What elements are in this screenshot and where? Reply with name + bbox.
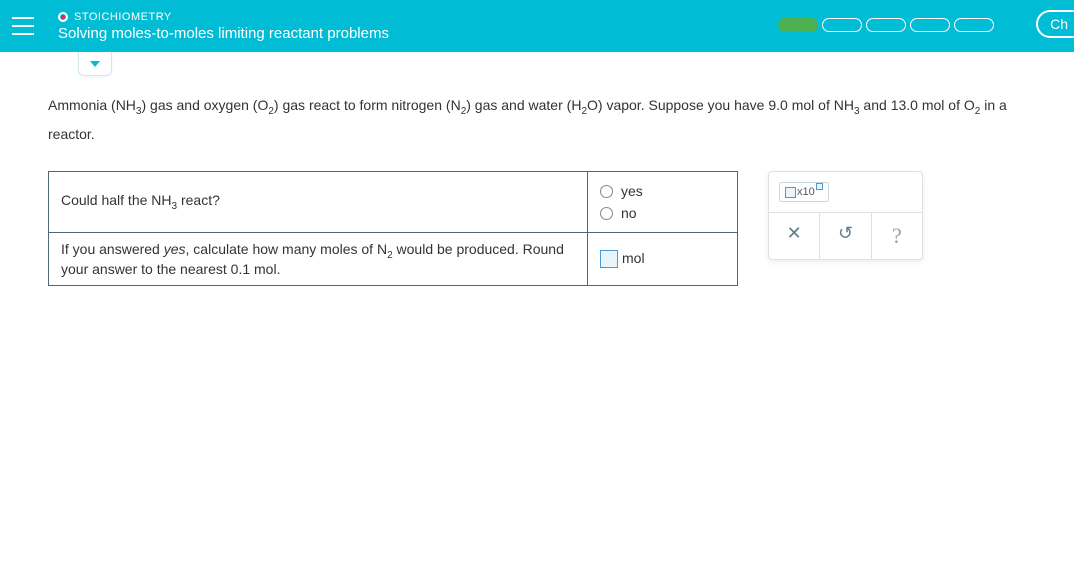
answer-cell: yes no bbox=[588, 172, 738, 233]
radio-icon[interactable] bbox=[600, 185, 613, 198]
header-text: STOICHIOMETRY Solving moles-to-moles lim… bbox=[58, 11, 389, 42]
box-icon bbox=[785, 187, 796, 198]
toolbox: x10 ✕ ↺ ? bbox=[768, 171, 923, 260]
radio-icon[interactable] bbox=[600, 207, 613, 220]
value: 0.1 mol bbox=[231, 261, 277, 277]
text: gas react to form nitrogen bbox=[279, 97, 446, 113]
formula: NH bbox=[151, 192, 171, 208]
progress-bar bbox=[778, 18, 994, 32]
radio-label: no bbox=[621, 205, 637, 221]
text: . bbox=[277, 261, 281, 277]
toolbox-top: x10 bbox=[769, 172, 922, 212]
text: Ammonia bbox=[48, 97, 111, 113]
text: Could half the bbox=[61, 192, 151, 208]
radio-label: yes bbox=[621, 183, 643, 199]
sci-label: x10 bbox=[797, 186, 815, 198]
reset-button[interactable]: ↺ bbox=[819, 213, 870, 259]
problem-statement: Ammonia (NH3) gas and oxygen (O2) gas re… bbox=[48, 92, 1026, 147]
value: 9.0 mol bbox=[768, 97, 814, 113]
text: gas and water bbox=[471, 97, 567, 113]
text: and bbox=[860, 97, 891, 113]
progress-segment bbox=[822, 18, 862, 32]
menu-icon[interactable] bbox=[12, 17, 34, 35]
help-button[interactable]: ? bbox=[871, 213, 922, 259]
radio-option-yes[interactable]: yes bbox=[600, 180, 725, 202]
app-header: STOICHIOMETRY Solving moles-to-moles lim… bbox=[0, 0, 1074, 52]
formula: (H bbox=[567, 97, 582, 113]
chapter-dot-icon bbox=[58, 12, 68, 22]
dropdown-tab[interactable] bbox=[78, 52, 112, 76]
radio-option-no[interactable]: no bbox=[600, 202, 725, 224]
progress-segment bbox=[778, 18, 818, 32]
formula: (O bbox=[253, 97, 269, 113]
content-area: Ammonia (NH3) gas and oxygen (O2) gas re… bbox=[0, 52, 1074, 306]
clear-button[interactable]: ✕ bbox=[769, 213, 819, 259]
numeric-input[interactable] bbox=[600, 250, 618, 268]
chapter-label: STOICHIOMETRY bbox=[74, 11, 172, 23]
table-row: If you answered yes, calculate how many … bbox=[49, 233, 738, 286]
italic: yes bbox=[164, 241, 186, 257]
text: If you answered bbox=[61, 241, 164, 257]
toolbox-bottom: ✕ ↺ ? bbox=[769, 212, 922, 259]
scientific-notation-button[interactable]: x10 bbox=[779, 182, 829, 202]
chevron-down-icon bbox=[90, 61, 100, 67]
formula: (N bbox=[446, 97, 461, 113]
formula: NH bbox=[834, 97, 854, 113]
value: 13.0 mol bbox=[891, 97, 945, 113]
formula: O) bbox=[587, 97, 603, 113]
answer-cell: mol bbox=[588, 233, 738, 286]
box-icon bbox=[816, 183, 823, 190]
text: of bbox=[814, 97, 833, 113]
chapter-line: STOICHIOMETRY bbox=[58, 11, 389, 23]
question-table: Could half the NH3 react? yes no If you … bbox=[48, 171, 738, 286]
table-row: Could half the NH3 react? yes no bbox=[49, 172, 738, 233]
text: react? bbox=[177, 192, 220, 208]
page-subtitle: Solving moles-to-moles limiting reactant… bbox=[58, 25, 389, 42]
progress-segment bbox=[866, 18, 906, 32]
text: , calculate how many moles of bbox=[186, 241, 377, 257]
formula: (NH bbox=[111, 97, 136, 113]
formula: O bbox=[964, 97, 975, 113]
formula: N bbox=[377, 241, 387, 257]
progress-segment bbox=[954, 18, 994, 32]
progress-segment bbox=[910, 18, 950, 32]
work-row: Could half the NH3 react? yes no If you … bbox=[48, 171, 1026, 286]
text: gas and oxygen bbox=[146, 97, 253, 113]
unit-label: mol bbox=[622, 250, 645, 266]
text: of bbox=[944, 97, 963, 113]
question-cell: Could half the NH3 react? bbox=[49, 172, 588, 233]
text: vapor. Suppose you have bbox=[603, 97, 769, 113]
question-cell: If you answered yes, calculate how many … bbox=[49, 233, 588, 286]
chapter-pill[interactable]: Ch bbox=[1036, 10, 1074, 38]
